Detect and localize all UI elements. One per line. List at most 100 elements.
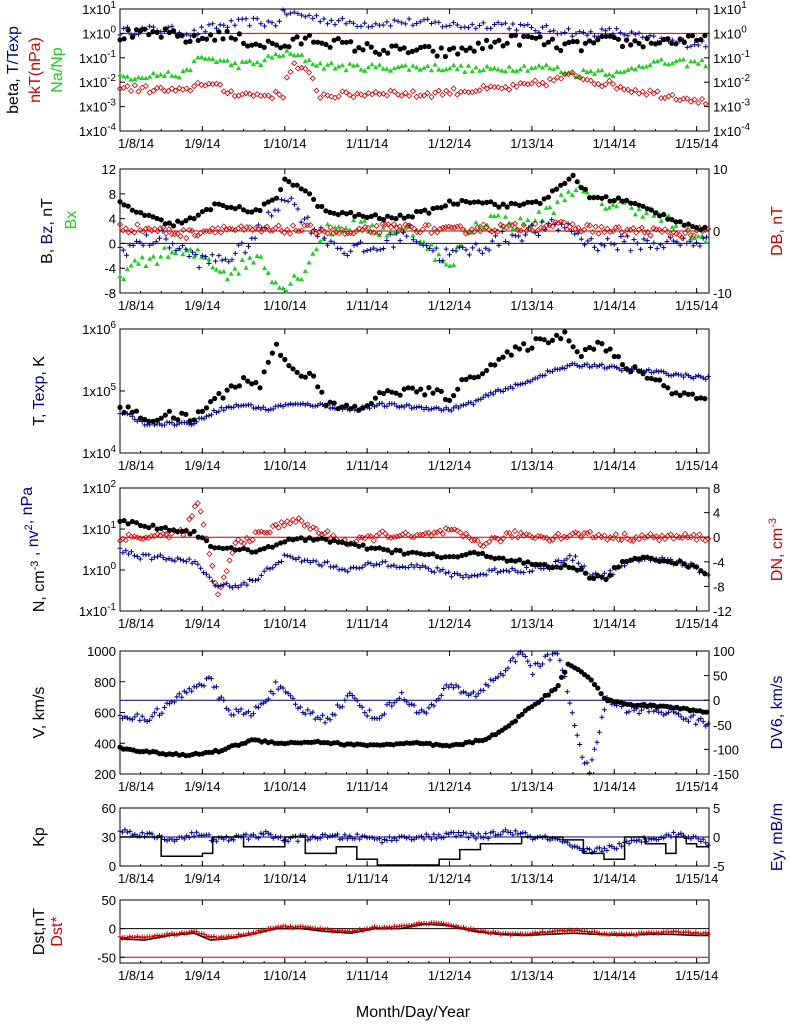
data-point xyxy=(586,222,594,229)
data-point xyxy=(599,26,605,32)
data-point xyxy=(476,247,482,253)
data-point xyxy=(388,23,394,29)
data-point xyxy=(381,390,387,397)
data-point xyxy=(485,683,491,689)
data-point xyxy=(369,222,375,228)
data-point xyxy=(203,405,210,411)
data-point xyxy=(173,247,179,253)
data-point xyxy=(562,562,568,568)
data-point xyxy=(380,225,386,230)
data-point xyxy=(500,535,507,542)
data-point xyxy=(306,69,313,76)
data-point xyxy=(414,389,420,395)
data-point xyxy=(558,336,564,342)
data-point xyxy=(657,40,663,46)
data-point xyxy=(169,73,175,78)
data-point xyxy=(352,48,358,54)
data-point xyxy=(241,545,247,552)
data-point xyxy=(661,211,667,218)
data-point xyxy=(236,31,242,37)
data-point xyxy=(480,20,486,26)
data-point xyxy=(703,840,709,846)
data-point xyxy=(220,574,227,581)
data-point xyxy=(647,530,654,537)
data-point xyxy=(598,223,605,230)
data-point xyxy=(565,189,572,194)
data-point xyxy=(439,91,446,98)
data-point xyxy=(293,701,298,707)
data-point xyxy=(604,536,611,543)
data-point xyxy=(443,23,449,29)
data-point xyxy=(615,354,622,360)
data-point xyxy=(306,57,312,62)
data-point xyxy=(150,29,156,35)
data-point xyxy=(191,254,197,259)
data-point xyxy=(603,576,609,583)
data-point xyxy=(241,207,247,213)
data-point xyxy=(639,88,646,95)
data-point xyxy=(537,200,543,207)
data-point xyxy=(150,24,156,30)
data-point xyxy=(253,577,258,583)
data-point xyxy=(426,834,432,840)
data-point xyxy=(224,28,230,35)
data-point xyxy=(431,569,437,575)
data-point xyxy=(503,827,508,833)
y-tick-label: 1000 xyxy=(87,644,116,659)
data-point xyxy=(287,520,294,527)
data-point xyxy=(644,238,650,244)
data-point xyxy=(158,415,164,421)
x-tick-label: 1/9/14 xyxy=(184,458,220,473)
x-tick-label: 1/10/14 xyxy=(263,458,306,473)
data-point xyxy=(491,227,498,234)
data-point xyxy=(554,64,560,70)
x-tick-label: 1/11/14 xyxy=(346,136,388,151)
data-point xyxy=(409,48,415,55)
data-point xyxy=(682,530,689,537)
data-point xyxy=(558,560,564,566)
series-ey xyxy=(117,827,711,855)
data-point xyxy=(284,48,290,53)
data-point xyxy=(669,224,675,230)
data-point xyxy=(525,68,531,73)
data-point xyxy=(541,42,547,48)
data-point xyxy=(582,40,589,46)
data-point xyxy=(221,58,227,63)
data-point xyxy=(315,203,321,209)
data-point xyxy=(137,239,143,245)
data-point xyxy=(123,548,129,554)
data-point xyxy=(423,831,429,837)
data-point xyxy=(313,230,320,237)
series-dst-star xyxy=(117,920,711,941)
data-point xyxy=(462,230,470,237)
data-point xyxy=(409,214,415,220)
data-point xyxy=(189,688,195,694)
data-point xyxy=(647,62,653,67)
data-point xyxy=(401,404,407,410)
data-point xyxy=(320,91,327,98)
data-point xyxy=(569,69,576,76)
data-point xyxy=(456,830,462,835)
data-point xyxy=(379,400,385,406)
data-point xyxy=(313,558,319,564)
series-n xyxy=(117,518,708,583)
data-point xyxy=(417,565,423,570)
data-point xyxy=(599,195,605,201)
data-point xyxy=(705,721,711,727)
data-point xyxy=(134,711,140,717)
data-point xyxy=(235,536,242,543)
data-point xyxy=(658,368,664,374)
data-point xyxy=(488,25,494,31)
x-tick-label: 1/9/14 xyxy=(184,616,220,631)
data-point xyxy=(146,418,152,424)
data-point xyxy=(279,197,284,203)
data-point xyxy=(356,543,362,549)
data-point xyxy=(665,216,671,222)
data-point xyxy=(223,568,230,575)
data-point xyxy=(702,33,708,39)
data-point xyxy=(328,60,334,65)
data-point xyxy=(314,13,319,19)
data-point xyxy=(117,199,123,205)
data-point xyxy=(201,416,207,422)
data-point xyxy=(640,214,646,219)
